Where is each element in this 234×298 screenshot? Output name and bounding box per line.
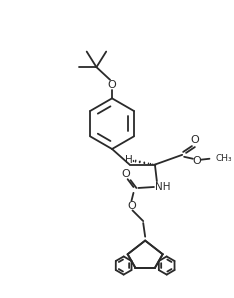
Text: O: O — [121, 169, 130, 179]
Text: NH: NH — [155, 182, 170, 192]
Text: O: O — [192, 156, 201, 166]
Text: O: O — [127, 201, 136, 210]
Text: CH₃: CH₃ — [215, 154, 232, 163]
Text: H: H — [125, 155, 132, 165]
Text: O: O — [190, 135, 199, 145]
Text: O: O — [108, 80, 116, 90]
